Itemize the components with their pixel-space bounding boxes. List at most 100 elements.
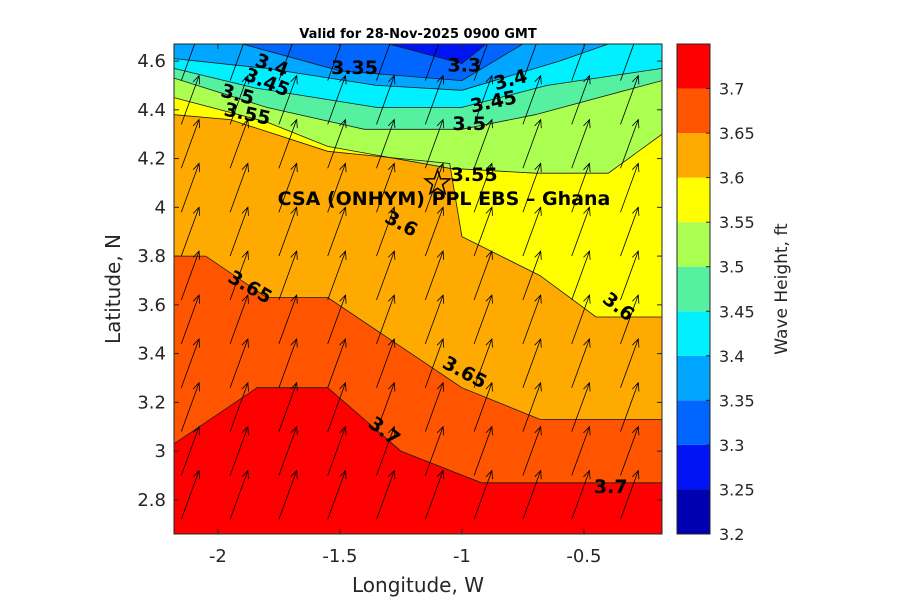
x-tick-label: -1.5 bbox=[322, 546, 357, 567]
y-tick-label: 4.2 bbox=[137, 149, 166, 170]
wave-direction-vectors bbox=[180, 44, 640, 520]
wave-vector-arrow bbox=[571, 74, 591, 125]
colorbar-band bbox=[677, 400, 710, 445]
wave-vector-arrow bbox=[180, 74, 201, 125]
wave-vector-arrow bbox=[376, 337, 396, 388]
wave-vector-arrow bbox=[473, 44, 488, 81]
colorbar-frame bbox=[676, 43, 711, 535]
colorbar-band bbox=[677, 133, 710, 178]
wave-vector-arrow bbox=[473, 469, 493, 520]
wave-vector-arrow bbox=[620, 44, 635, 81]
wave-vector-arrow bbox=[229, 425, 249, 476]
wave-vector-arrow bbox=[278, 250, 298, 301]
wave-vector-arrow bbox=[424, 206, 445, 257]
wave-vector-arrow bbox=[278, 381, 298, 432]
site-star-icon bbox=[423, 167, 453, 196]
wave-vector-arrow bbox=[327, 250, 347, 301]
site-label: CSA (ONHYM) PPL EBS – Ghana bbox=[278, 188, 611, 210]
colorbar-ticks: 3.2 3.25 3.3 3.35 3.4 3.45 3.5 3.55 3.6 3.65 3.7 bbox=[706, 80, 755, 544]
colorbar: 3.2 3.25 3.3 3.35 3.4 3.45 3.5 3.55 3.6 3.65 3.7 W… bbox=[676, 43, 792, 544]
wave-vector-arrow bbox=[620, 74, 640, 125]
wave-vector-arrow bbox=[424, 250, 445, 301]
wave-vector-arrow bbox=[327, 74, 347, 125]
wave-vector-arrow bbox=[473, 381, 493, 432]
wave-vector-arrow bbox=[376, 381, 396, 432]
wave-vector-arrow bbox=[327, 118, 347, 169]
wave-vector-arrow bbox=[620, 206, 640, 257]
y-axis-ticks: 2.8 3 3.2 3.4 3.6 3.8 4 4.2 4.4 4.6 bbox=[137, 51, 662, 511]
wave-vector-arrow bbox=[327, 425, 347, 476]
colorbar-band bbox=[677, 266, 710, 312]
contour-label: 3.5 bbox=[452, 113, 486, 135]
wave-vector-arrow bbox=[424, 44, 440, 81]
contour-line-3.45 bbox=[174, 68, 662, 108]
contour-line-3.4 bbox=[174, 44, 609, 91]
wave-vector-arrow bbox=[327, 381, 347, 432]
wave-vector-arrow bbox=[522, 381, 542, 432]
wave-vector-arrow bbox=[473, 337, 493, 388]
wave-vector-arrow bbox=[278, 206, 298, 257]
wave-vector-arrow bbox=[522, 74, 542, 125]
wave-vector-arrow bbox=[571, 425, 591, 476]
wave-vector-arrow bbox=[473, 118, 493, 169]
y-tick-label: 4.4 bbox=[137, 100, 166, 121]
wave-vector-arrow bbox=[424, 294, 445, 345]
contour-line-3.35 bbox=[242, 44, 524, 82]
colorbar-tick-label: 3.65 bbox=[719, 124, 755, 143]
colorbar-band bbox=[677, 355, 710, 401]
wave-vector-arrow bbox=[229, 250, 249, 301]
chart-title: Valid for 28-Nov-2025 0900 GMT bbox=[299, 27, 537, 42]
wave-vector-arrow bbox=[522, 469, 542, 520]
wave-vector-arrow bbox=[278, 294, 298, 345]
wave-vector-arrow bbox=[278, 44, 293, 81]
wave-vector-arrow bbox=[571, 381, 591, 432]
colorbar-band bbox=[677, 177, 710, 223]
wave-vector-arrow bbox=[522, 250, 542, 301]
wave-vector-arrow bbox=[522, 337, 542, 388]
wave-vector-arrow bbox=[327, 206, 347, 257]
wave-vector-arrow bbox=[424, 425, 445, 476]
wave-vector-arrow bbox=[180, 118, 201, 169]
wave-vector-arrow bbox=[522, 44, 537, 81]
wave-vector-arrow bbox=[473, 425, 493, 476]
wave-vector-arrow bbox=[229, 162, 249, 213]
wave-vector-arrow bbox=[229, 381, 249, 432]
wave-vector-arrow bbox=[376, 74, 396, 125]
wave-vector-arrow bbox=[571, 118, 591, 169]
wave-vector-arrow bbox=[229, 469, 249, 520]
wave-vector-arrow bbox=[278, 337, 298, 388]
colorbar-band bbox=[677, 444, 710, 490]
x-tick-label: -2 bbox=[209, 546, 227, 567]
y-tick-label: 3.2 bbox=[137, 392, 166, 413]
wave-vector-arrow bbox=[571, 469, 591, 520]
wave-vector-arrow bbox=[278, 425, 298, 476]
y-tick-label: 4 bbox=[155, 197, 166, 218]
wave-vector-arrow bbox=[229, 337, 249, 388]
wave-vector-arrow bbox=[327, 337, 347, 388]
contour-label: 3.3 bbox=[448, 54, 482, 76]
wave-vector-arrow bbox=[180, 469, 201, 520]
wave-vector-arrow bbox=[229, 74, 249, 125]
wave-vector-arrow bbox=[327, 469, 347, 520]
site-marker-group: CSA (ONHYM) PPL EBS – Ghana bbox=[278, 167, 611, 210]
wave-vector-arrow bbox=[376, 425, 396, 476]
colorbar-tick-label: 3.4 bbox=[719, 347, 744, 366]
wave-vector-arrow bbox=[327, 294, 347, 345]
wave-vector-arrow bbox=[278, 74, 298, 125]
wave-vector-arrow bbox=[620, 337, 640, 388]
contour-line-3.6 bbox=[174, 114, 662, 318]
wave-vector-arrow bbox=[620, 118, 640, 169]
colorbar-band bbox=[677, 489, 710, 534]
y-tick-label: 3.4 bbox=[137, 344, 166, 365]
wave-vector-arrow bbox=[376, 162, 396, 213]
contour-line-3.65 bbox=[174, 255, 662, 420]
wave-vector-arrow bbox=[571, 294, 591, 345]
colorbar-tick-label: 3.6 bbox=[719, 169, 744, 188]
wave-vector-arrow bbox=[376, 250, 396, 301]
wave-vector-arrow bbox=[522, 206, 542, 257]
wave-vector-arrow bbox=[620, 469, 640, 520]
contour-label: 3.35 bbox=[331, 57, 378, 79]
wave-vector-arrow bbox=[229, 206, 249, 257]
wave-vector-arrow bbox=[473, 74, 493, 125]
wave-vector-arrow bbox=[424, 469, 445, 520]
